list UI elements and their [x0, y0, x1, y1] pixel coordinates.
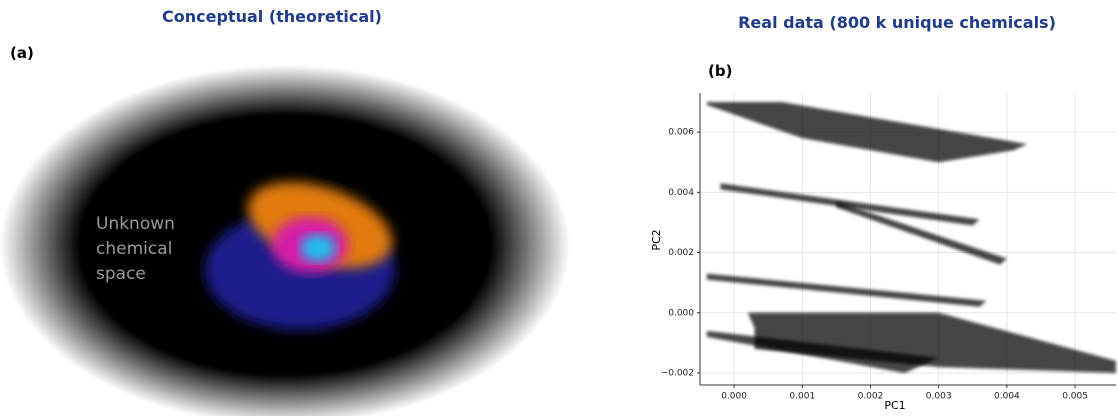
x-tick-label: 0.001: [789, 392, 815, 402]
y-tick-label: 0.000: [668, 308, 694, 318]
y-tick-label: 0.006: [668, 128, 694, 138]
x-tick-label: 0.000: [721, 392, 747, 402]
annotation: chemical: [96, 239, 172, 259]
point-cloud: [706, 273, 987, 307]
x-tick-label: 0.002: [858, 392, 884, 402]
conceptual-panel: Conceptual (theoretical) (a) Unknown che…: [0, 7, 570, 416]
x-axis-label: PC1: [884, 399, 905, 412]
panel-label: (b): [708, 62, 732, 80]
y-tick-label: −0.002: [661, 368, 694, 378]
panel-label: (a): [10, 44, 34, 62]
panel-title: Conceptual (theoretical): [162, 7, 382, 26]
panel-title: Real data (800 k unique chemicals): [738, 13, 1056, 32]
y-axis-label: PC2: [650, 229, 663, 250]
cyan-cluster: [300, 234, 336, 262]
point-cloud: [706, 102, 1028, 163]
annotation: space: [96, 264, 146, 284]
x-tick-label: 0.005: [1062, 392, 1088, 402]
point-cloud: [836, 201, 1007, 265]
y-tick-label: 0.002: [668, 248, 694, 258]
point-cloud: [720, 183, 980, 226]
x-tick-label: 0.004: [994, 392, 1020, 402]
point-cloud: [706, 330, 939, 373]
y-tick-label: 0.004: [668, 188, 694, 198]
x-tick-label: 0.003: [926, 392, 952, 402]
point-cloud: [747, 312, 1116, 373]
scatter-panel: Real data (800 k unique chemicals) (b) P…: [650, 13, 1116, 412]
annotation: Unknown: [96, 214, 175, 234]
